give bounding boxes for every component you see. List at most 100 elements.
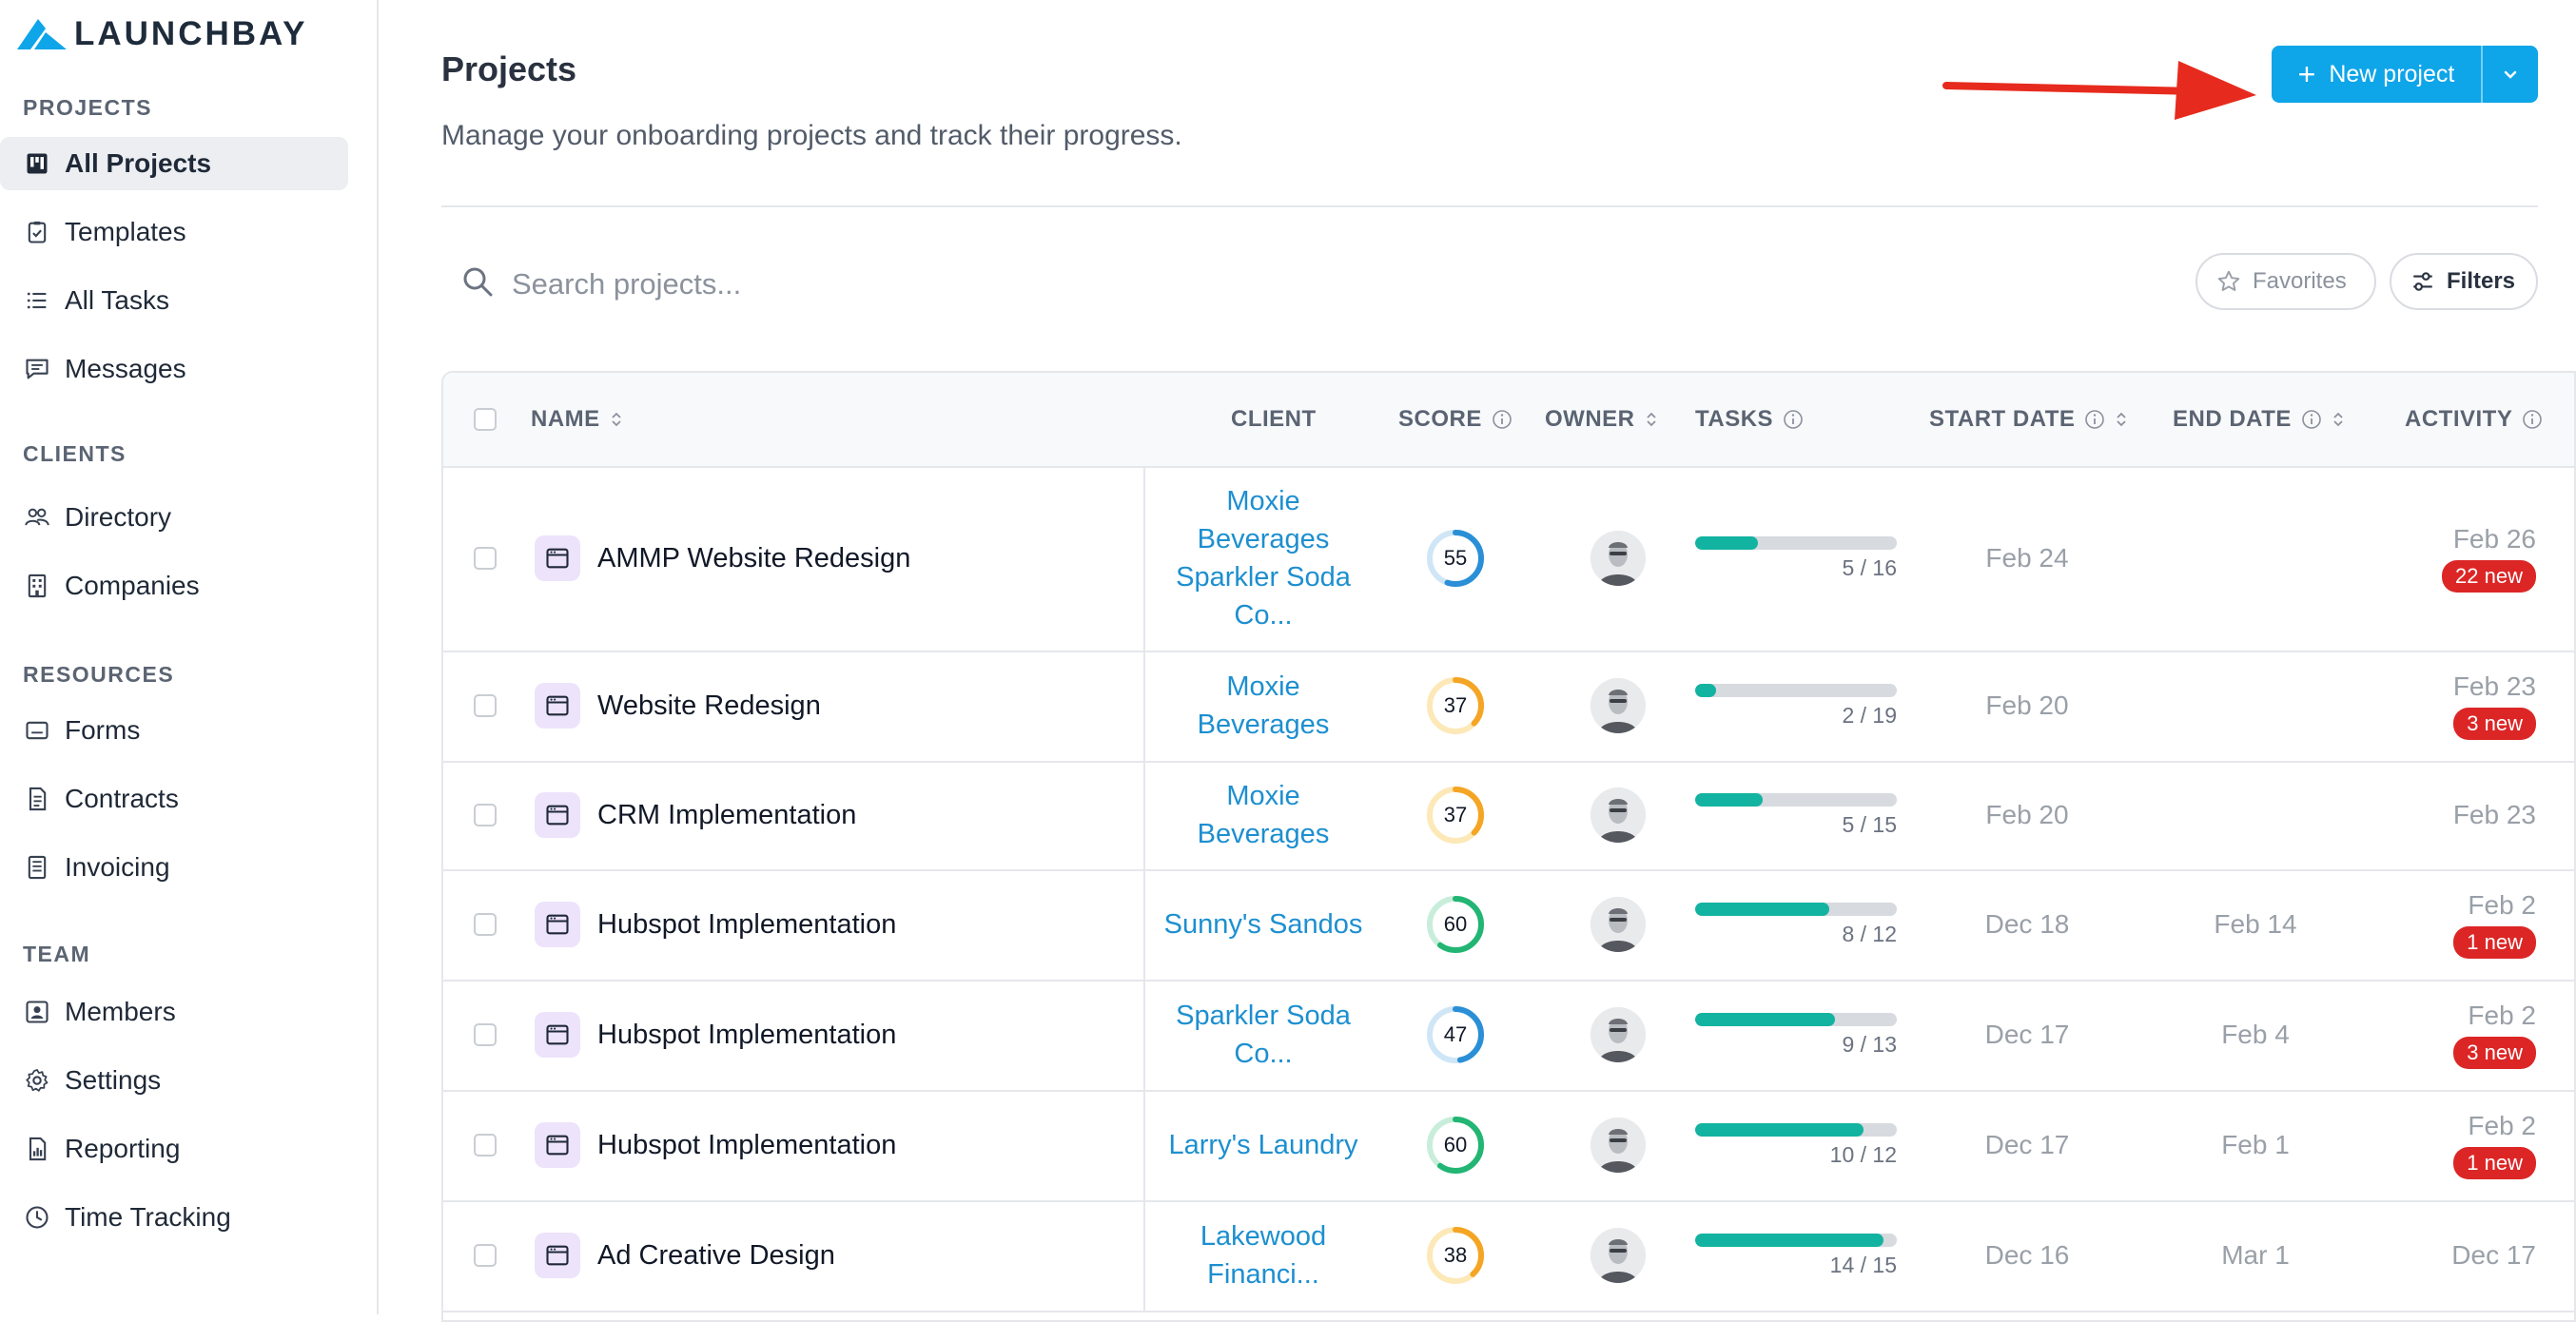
project-name-cell[interactable]: AMMP Website Redesign <box>535 466 910 651</box>
column-header-name[interactable]: NAME <box>531 373 623 466</box>
info-icon[interactable] <box>2084 409 2105 430</box>
project-name-cell[interactable]: Ad Creative Design <box>535 1200 835 1311</box>
client-cell[interactable]: Sparkler Soda Co... <box>1143 980 1381 1090</box>
new-activity-badge[interactable]: 3 new <box>2453 708 2536 740</box>
table-row[interactable]: CRM Implementation Moxie Beverages 37 5 / 15… <box>443 761 2574 871</box>
client-cell[interactable]: Sunny's Sandos <box>1143 869 1381 980</box>
project-name[interactable]: AMMP Website Redesign <box>597 542 911 574</box>
sidebar-item-contracts[interactable]: Contracts <box>0 772 348 826</box>
client-link[interactable]: Moxie <box>1226 671 1300 702</box>
table-row[interactable]: Hubspot Implementation Larry's Laundry 60 1… <box>443 1090 2574 1202</box>
owner-cell[interactable] <box>1590 869 1646 980</box>
avatar[interactable] <box>1590 897 1646 952</box>
info-icon[interactable] <box>2301 409 2322 430</box>
column-header-owner[interactable]: OWNER <box>1545 373 1658 466</box>
project-name[interactable]: Hubspot Implementation <box>597 908 897 940</box>
search-input[interactable] <box>510 259 1370 310</box>
table-row[interactable]: Hubspot Implementation Sparkler Soda Co...… <box>443 980 2574 1092</box>
row-checkbox[interactable] <box>474 804 497 826</box>
avatar[interactable] <box>1590 787 1646 843</box>
client-link[interactable]: Sparkler Soda <box>1176 1001 1351 1031</box>
client-cell[interactable]: Moxie Beverages <box>1143 651 1381 761</box>
client-cell[interactable]: Moxie Beverages <box>1143 761 1381 869</box>
project-name-cell[interactable]: Hubspot Implementation <box>535 869 896 980</box>
sidebar-item-all-projects[interactable]: All Projects <box>0 137 348 190</box>
project-name-cell[interactable]: CRM Implementation <box>535 761 856 869</box>
sidebar-item-settings[interactable]: Settings <box>0 1054 348 1107</box>
project-name-cell[interactable]: Hubspot Implementation <box>535 1090 896 1200</box>
row-checkbox[interactable] <box>474 1134 497 1157</box>
start-date: Feb 24 <box>1985 543 2069 573</box>
new-activity-badge[interactable]: 22 new <box>2442 560 2536 593</box>
sidebar-item-forms[interactable]: Forms <box>0 704 348 757</box>
client-cell[interactable]: Lakewood Financi... <box>1143 1200 1381 1311</box>
sidebar-item-directory[interactable]: Directory <box>0 491 348 544</box>
sidebar-item-time-tracking[interactable]: Time Tracking <box>0 1191 348 1244</box>
client-link[interactable]: Lakewood <box>1200 1221 1327 1252</box>
avatar[interactable] <box>1590 678 1646 733</box>
owner-cell[interactable] <box>1590 1090 1646 1200</box>
new-project-button[interactable]: + New project <box>2272 46 2481 103</box>
client-link[interactable]: Beverages <box>1197 819 1330 849</box>
table-row[interactable]: Ad Creative Design Lakewood Financi... 38 14… <box>443 1200 2574 1312</box>
project-name-cell[interactable]: Hubspot Implementation <box>535 980 896 1090</box>
client-link[interactable]: Beverages <box>1197 710 1330 740</box>
client-link[interactable]: Moxie <box>1226 781 1300 811</box>
sidebar-item-members[interactable]: Members <box>0 985 348 1039</box>
owner-cell[interactable] <box>1590 761 1646 869</box>
project-name-cell[interactable]: Website Redesign <box>535 651 821 761</box>
avatar[interactable] <box>1590 531 1646 586</box>
owner-cell[interactable] <box>1590 466 1646 651</box>
client-cell[interactable]: Larry's Laundry <box>1143 1090 1381 1200</box>
sidebar-item-messages[interactable]: Messages <box>0 342 348 396</box>
avatar[interactable] <box>1590 1007 1646 1062</box>
select-all-checkbox[interactable] <box>474 408 497 431</box>
brand-logo[interactable]: LAUNCHBAY <box>17 13 307 55</box>
client-link[interactable]: Moxie <box>1226 486 1300 516</box>
new-activity-badge[interactable]: 1 new <box>2453 926 2536 959</box>
column-header-start-date[interactable]: START DATE <box>1929 373 2128 466</box>
new-project-dropdown-button[interactable] <box>2481 46 2538 103</box>
client-link[interactable]: Sparkler Soda <box>1176 562 1351 593</box>
table-row[interactable]: AMMP Website Redesign Moxie Beverages Spark… <box>443 466 2574 652</box>
sidebar-item-templates[interactable]: Templates <box>0 205 348 259</box>
client-link[interactable]: Larry's Laundry <box>1168 1130 1358 1160</box>
row-checkbox[interactable] <box>474 694 497 717</box>
favorites-button[interactable]: Favorites <box>2195 253 2376 310</box>
info-icon[interactable] <box>1783 409 1804 430</box>
activity-cell: Feb 26 22 new <box>2384 466 2536 651</box>
project-name[interactable]: Hubspot Implementation <box>597 1129 897 1160</box>
project-name[interactable]: CRM Implementation <box>597 799 857 830</box>
row-checkbox[interactable] <box>474 913 497 936</box>
owner-cell[interactable] <box>1590 1200 1646 1311</box>
project-name[interactable]: Ad Creative Design <box>597 1239 835 1271</box>
column-header-activity[interactable]: ACTIVITY <box>2405 373 2543 466</box>
sidebar-item-invoicing[interactable]: Invoicing <box>0 841 348 894</box>
owner-cell[interactable] <box>1590 651 1646 761</box>
filters-button[interactable]: Filters <box>2390 253 2538 310</box>
avatar[interactable] <box>1590 1118 1646 1173</box>
sidebar-item-companies[interactable]: Companies <box>0 559 348 612</box>
info-icon[interactable] <box>2522 409 2543 430</box>
new-activity-badge[interactable]: 3 new <box>2453 1037 2536 1069</box>
new-activity-badge[interactable]: 1 new <box>2453 1147 2536 1179</box>
sidebar-item-reporting[interactable]: Reporting <box>0 1122 348 1176</box>
avatar[interactable] <box>1590 1228 1646 1283</box>
project-name[interactable]: Website Redesign <box>597 690 821 721</box>
sidebar-item-all-tasks[interactable]: All Tasks <box>0 274 348 327</box>
client-link[interactable]: Co... <box>1234 1039 1293 1069</box>
project-name[interactable]: Hubspot Implementation <box>597 1019 897 1050</box>
row-checkbox[interactable] <box>474 1023 497 1046</box>
client-link[interactable]: Beverages <box>1197 524 1330 554</box>
table-row[interactable]: Website Redesign Moxie Beverages 37 2 / 19 Fe… <box>443 651 2574 763</box>
owner-cell[interactable] <box>1590 980 1646 1090</box>
row-checkbox[interactable] <box>474 547 497 570</box>
column-header-end-date[interactable]: END DATE <box>2173 373 2345 466</box>
client-link[interactable]: Co... <box>1234 600 1293 631</box>
client-cell[interactable]: Moxie Beverages Sparkler Soda Co... <box>1143 466 1381 651</box>
table-row[interactable]: Hubspot Implementation Sunny's Sandos 60 8 … <box>443 869 2574 982</box>
client-link[interactable]: Financi... <box>1207 1259 1319 1290</box>
info-icon[interactable] <box>1492 409 1512 430</box>
row-checkbox[interactable] <box>474 1244 497 1267</box>
client-link[interactable]: Sunny's Sandos <box>1163 909 1363 940</box>
